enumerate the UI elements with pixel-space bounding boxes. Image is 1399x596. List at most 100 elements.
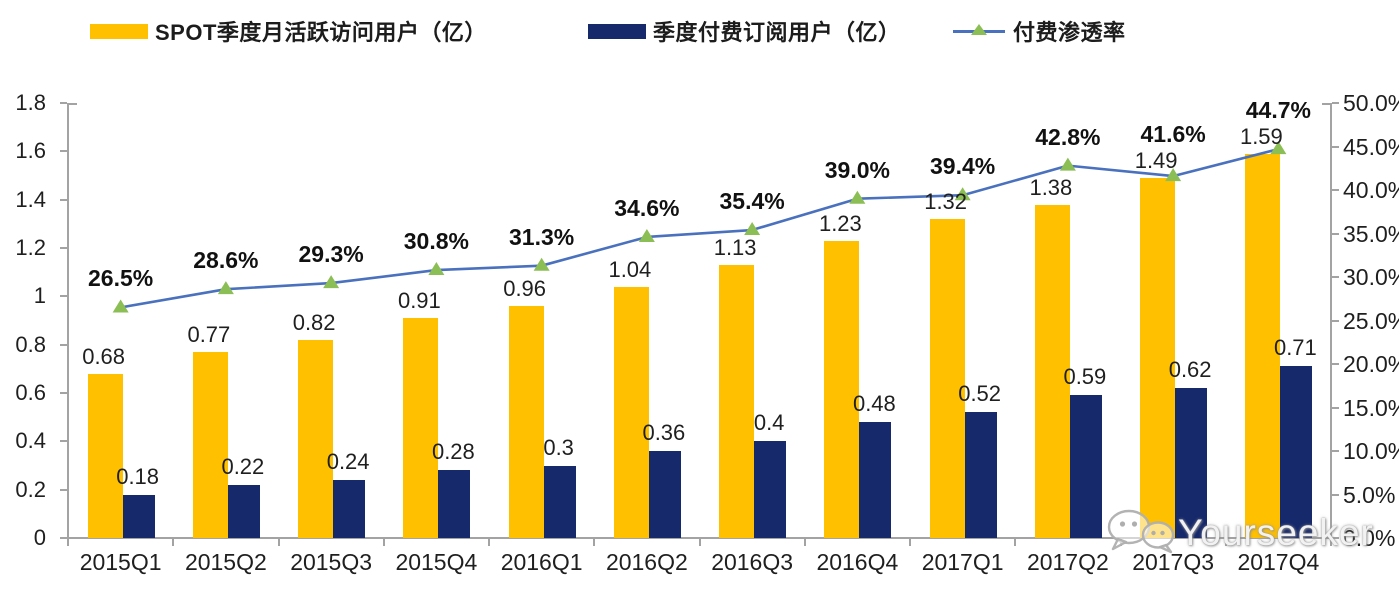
subs-bar <box>543 465 576 538</box>
legend-item-subs: 季度付费订阅用户（亿） <box>588 18 901 45</box>
triangle-marker-icon <box>1059 157 1076 171</box>
watermark-text: Yourseeker <box>1178 512 1374 553</box>
x-axis-tick <box>1014 538 1017 546</box>
subs-bar-value-label: 0.52 <box>958 381 1002 407</box>
watermark: Yourseeker <box>1104 508 1374 558</box>
triangle-marker-icon <box>112 299 129 313</box>
left-axis-tick <box>60 488 67 491</box>
left-axis-tick-label: 0.6 <box>15 380 46 405</box>
left-axis-tick-label: 1.6 <box>15 138 46 164</box>
triangle-marker-icon <box>971 23 987 35</box>
mau-bar <box>508 306 544 538</box>
right-axis-tick-label: 5.0% <box>1343 481 1396 508</box>
penetration-point-label: 31.3% <box>509 223 575 250</box>
right-axis-tick <box>1332 406 1339 409</box>
mau-bar <box>929 219 965 538</box>
triangle-marker-icon <box>638 228 655 242</box>
penetration-point-label: 44.7% <box>1245 96 1311 123</box>
right-axis-tick <box>1332 276 1339 278</box>
mau-bar <box>403 318 439 538</box>
x-axis-category-label: 2016Q1 <box>500 549 583 575</box>
right-axis-tick-label: 45.0% <box>1343 133 1399 160</box>
subs-series-swatch <box>588 23 646 39</box>
left-axis-top-cap <box>68 103 77 105</box>
subs-bar <box>754 441 787 538</box>
x-axis-category-label: 2015Q4 <box>395 549 478 575</box>
penetration-point-label: 29.3% <box>298 241 364 268</box>
subs-bar <box>648 451 681 538</box>
penetration-point-label: 42.8% <box>1035 123 1101 150</box>
x-axis-tick <box>1330 538 1332 546</box>
x-axis-category-label: 2017Q1 <box>921 549 1004 575</box>
x-axis-tick <box>488 538 490 546</box>
right-axis-tick-label: 35.0% <box>1343 220 1399 247</box>
x-axis-tick <box>593 538 596 546</box>
right-axis-top-cap <box>1322 103 1331 105</box>
subs-bar-value-label: 0.28 <box>431 439 475 465</box>
right-axis-tick <box>1332 189 1339 191</box>
left-axis-tick-label: 1.2 <box>15 235 46 260</box>
left-axis-tick-label: 0.2 <box>15 476 46 502</box>
left-axis-tick-label: 0.8 <box>15 331 46 357</box>
right-axis-tick <box>1332 537 1339 539</box>
left-axis-tick <box>60 392 67 394</box>
mau-bar <box>613 286 649 538</box>
subs-bar-value-label: 0.18 <box>116 463 160 489</box>
right-axis-tick-label: 50.0% <box>1343 90 1399 116</box>
mau-bar-value-label: 1.32 <box>924 189 968 214</box>
wechat-icon <box>1107 509 1175 554</box>
left-axis-tick <box>60 295 67 298</box>
subs-bar-value-label: 0.62 <box>1168 357 1212 383</box>
left-axis-tick <box>60 537 67 539</box>
x-axis-category-label: 2015Q3 <box>290 549 373 575</box>
subs-bar <box>859 422 892 538</box>
mau-series-swatch <box>90 23 148 39</box>
triangle-marker-icon <box>323 275 340 289</box>
subs-bar <box>227 484 260 538</box>
x-axis-tick <box>382 538 385 546</box>
left-axis-tick <box>60 102 67 104</box>
right-axis-tick <box>1332 145 1339 148</box>
right-axis-tick-label: 25.0% <box>1343 307 1399 334</box>
penetration-point-label: 39.4% <box>930 153 996 180</box>
mau-bar <box>719 264 755 538</box>
right-axis-tick-label: 30.0% <box>1343 264 1399 290</box>
penetration-point-label: 39.0% <box>824 156 890 183</box>
subs-bar <box>333 480 366 538</box>
penetration-point-label: 35.4% <box>719 188 785 215</box>
subs-bar-value-label: 0.48 <box>852 391 896 416</box>
left-axis-tick-label: 0 <box>33 525 46 550</box>
left-axis-tick-label: 1.8 <box>15 90 46 115</box>
right-axis-tick-label: 15.0% <box>1343 394 1399 421</box>
mau-bar-value-label: 0.68 <box>82 343 126 369</box>
triangle-marker-icon <box>849 190 866 204</box>
triangle-marker-icon <box>744 222 761 236</box>
mau-bar-value-label: 0.96 <box>503 276 547 301</box>
legend-label-subs: 季度付费订阅用户（亿） <box>653 20 901 45</box>
x-axis-tick <box>1224 538 1227 546</box>
right-axis-tick <box>1332 363 1339 365</box>
legend-item-penetration: 付费渗透率 <box>953 18 1126 45</box>
right-axis-tick-label: 0.0% <box>1343 525 1396 551</box>
left-axis-tick-label: 1 <box>33 283 46 309</box>
x-axis-category-label: 2016Q3 <box>711 549 794 575</box>
right-axis-tick <box>1332 493 1339 496</box>
x-axis-tick <box>803 538 806 546</box>
right-axis-tick <box>1332 319 1339 322</box>
mau-bar-value-label: 1.23 <box>818 210 862 236</box>
subs-bar <box>1280 366 1313 538</box>
right-axis-tick-label: 10.0% <box>1343 438 1399 464</box>
subs-bar-value-label: 0.36 <box>642 420 686 445</box>
right-axis-tick <box>1332 102 1339 104</box>
x-axis-category-label: 2016Q4 <box>816 549 899 575</box>
left-axis-tick <box>60 247 67 249</box>
left-axis-tick <box>60 198 67 201</box>
left-axis-line <box>67 103 69 538</box>
left-axis-tick-label: 0.4 <box>15 428 46 454</box>
subs-bar-value-label: 0.22 <box>221 453 265 479</box>
subs-bar-value-label: 0.24 <box>326 449 370 474</box>
subs-bar <box>1069 395 1102 538</box>
subs-bar <box>122 494 155 538</box>
penetration-point-label: 26.5% <box>88 265 154 292</box>
